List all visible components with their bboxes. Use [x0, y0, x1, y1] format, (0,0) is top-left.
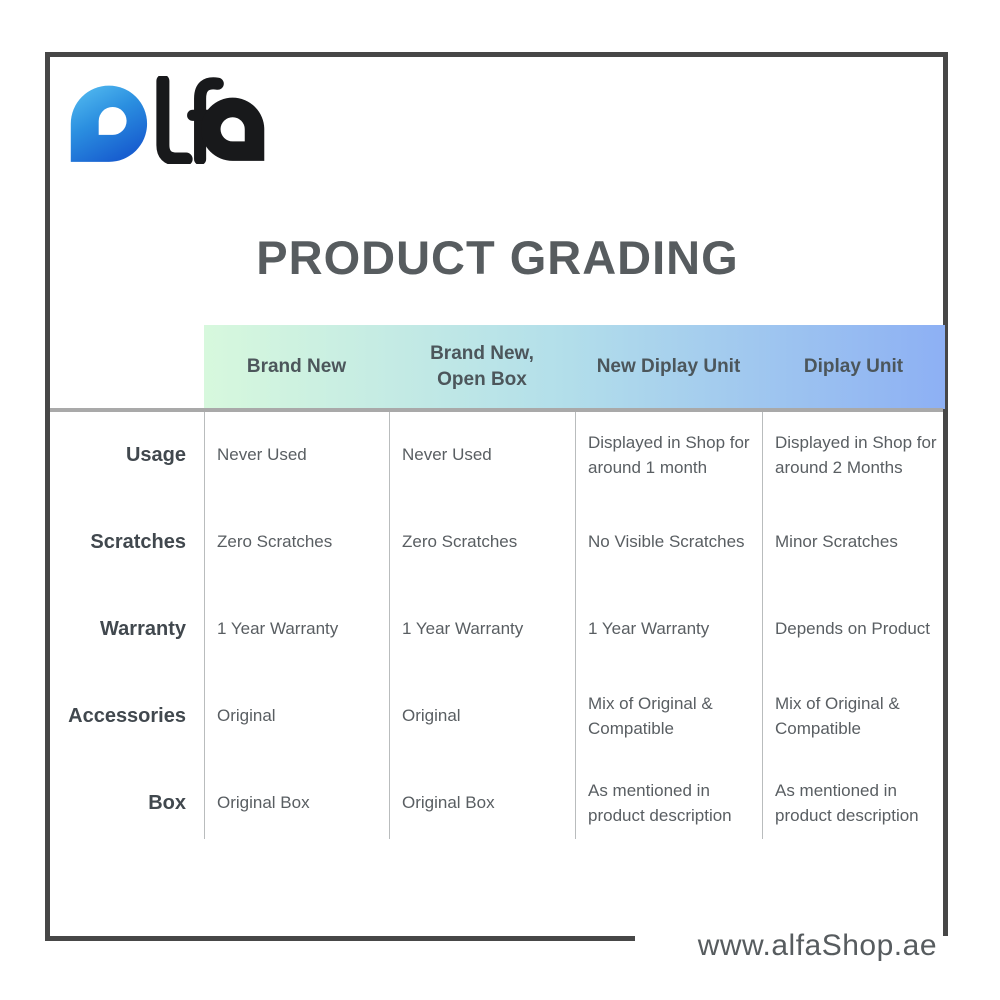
cell-scratches-brand-new: Zero Scratches [217, 532, 333, 552]
cell-box-open-box: Original Box [402, 793, 495, 813]
column-separator [389, 412, 390, 839]
website-url: www.alfaShop.ae [697, 929, 937, 962]
cell-warranty-open-box: 1 Year Warranty [402, 619, 524, 639]
cell-usage-new-display-unit: Displayed in Shop for around 1 month [588, 433, 750, 477]
cell-usage-display-unit: Displayed in Shop for around 2 Months [775, 433, 937, 477]
cell-scratches-new-display-unit: No Visible Scratches [588, 532, 745, 552]
column-header-new-display-unit: New Diplay Unit [596, 356, 741, 378]
row-label-scratches: Scratches [90, 531, 186, 553]
frame-left-border [45, 52, 50, 941]
cell-accessories-open-box: Original [402, 706, 461, 726]
row-label-warranty: Warranty [100, 618, 186, 640]
column-separator [575, 412, 576, 839]
row-label-box: Box [148, 792, 186, 814]
row-label-accessories: Accessories [68, 705, 186, 727]
cell-usage-open-box: Never Used [402, 445, 492, 465]
alfa-logo [68, 74, 268, 166]
table-row-usage: Usage Never Used Never Used Displayed in… [50, 412, 945, 499]
frame-bottom-border [45, 936, 635, 941]
cell-warranty-new-display-unit: 1 Year Warranty [588, 619, 710, 639]
column-header-brand-new: Brand New [246, 356, 347, 378]
row-label-usage: Usage [125, 444, 186, 466]
table-row-scratches: Scratches Zero Scratches Zero Scratches … [50, 499, 945, 586]
cell-box-brand-new: Original Box [217, 793, 310, 813]
alfa-logo-icon [70, 74, 265, 166]
cell-warranty-display-unit: Depends on Product [775, 619, 930, 639]
column-header-display-unit: Diplay Unit [803, 356, 904, 378]
column-separator [762, 412, 763, 839]
table-row-accessories: Accessories Original Original Mix of Ori… [50, 673, 945, 760]
cell-accessories-brand-new: Original [217, 706, 276, 726]
page-title: PRODUCT GRADING [256, 231, 739, 284]
cell-accessories-new-display-unit: Mix of Original & Compatible [588, 694, 713, 738]
column-separator [204, 412, 205, 839]
cell-box-display-unit: As mentioned in product description [775, 781, 919, 825]
table-row-warranty: Warranty 1 Year Warranty 1 Year Warranty… [50, 586, 945, 673]
cell-warranty-brand-new: 1 Year Warranty [217, 619, 339, 639]
frame-right-border [943, 52, 948, 936]
table-header-band: Brand New Brand New, Open Box New Diplay… [204, 325, 945, 409]
cell-scratches-display-unit: Minor Scratches [775, 532, 898, 552]
table-row-box: Box Original Box Original Box As mention… [50, 760, 945, 847]
cell-scratches-open-box: Zero Scratches [402, 532, 518, 552]
header-divider-line [50, 408, 943, 412]
frame-top-border [45, 52, 948, 57]
cell-accessories-display-unit: Mix of Original & Compatible [775, 694, 900, 738]
column-header-brand-new-open-box: Brand New, Open Box [430, 343, 534, 390]
cell-usage-brand-new: Never Used [217, 445, 307, 465]
cell-box-new-display-unit: As mentioned in product description [588, 781, 732, 825]
